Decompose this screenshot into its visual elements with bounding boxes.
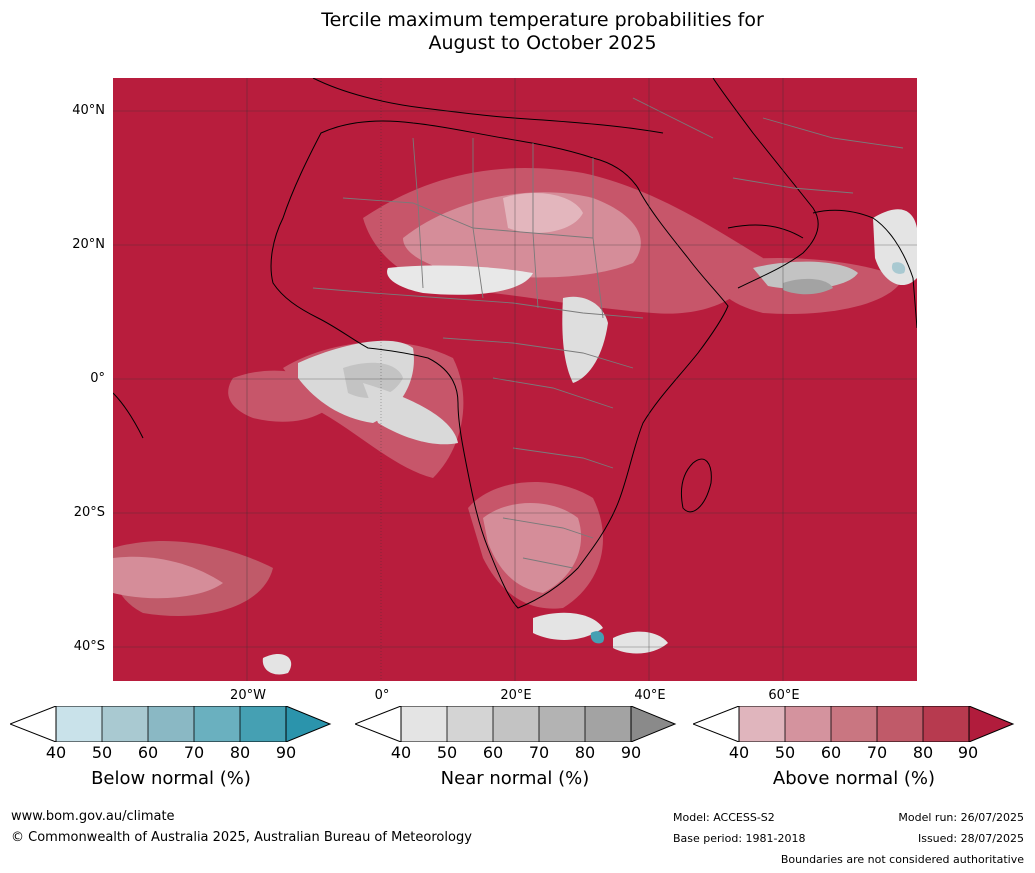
cbar-below-bin-5 xyxy=(240,706,286,742)
forecast-map xyxy=(113,78,917,681)
cbar-near-tick-60: 60 xyxy=(482,743,504,762)
footer-website-link[interactable]: www.bom.gov.au/climate xyxy=(11,809,175,824)
colorbar-above-svg xyxy=(693,706,1015,742)
cbar-above-tick-80: 80 xyxy=(912,743,934,762)
cbar-above-bin-5 xyxy=(923,706,969,742)
colorbar-near-svg xyxy=(355,706,677,742)
lon-label-20w: 20°W xyxy=(230,688,266,703)
footer-model-run: Model run: 26/07/2025 xyxy=(898,811,1024,824)
cbar-near-tick-70: 70 xyxy=(528,743,550,762)
colorbar-below-normal xyxy=(10,706,332,742)
graticule xyxy=(113,78,917,681)
cbar-near-tick-90: 90 xyxy=(620,743,642,762)
footer-issued: Issued: 28/07/2025 xyxy=(917,832,1024,845)
footer-model: Model: ACCESS-S2 xyxy=(673,811,775,824)
lon-label-60e: 60°E xyxy=(768,688,800,703)
cbar-below-label: Below normal (%) xyxy=(91,768,251,789)
cbar-below-high-extend xyxy=(285,706,332,742)
footer-base-period: Base period: 1981-2018 xyxy=(673,832,806,845)
cbar-above-label: Above normal (%) xyxy=(772,768,936,789)
lon-label-0: 0° xyxy=(374,688,390,703)
cbar-below-tick-50: 50 xyxy=(91,743,113,762)
cbar-above-tick-70: 70 xyxy=(866,743,888,762)
cbar-below-tick-60: 60 xyxy=(137,743,159,762)
cbar-above-tick-90: 90 xyxy=(957,743,979,762)
cbar-below-low-extend xyxy=(10,706,57,742)
lon-label-40e: 40°E xyxy=(634,688,666,703)
lat-label-20s: 20°S xyxy=(73,505,105,520)
cbar-below-tick-80: 80 xyxy=(229,743,251,762)
lon-label-20e: 20°E xyxy=(500,688,532,703)
lat-label-20n: 20°N xyxy=(72,237,105,252)
cbar-near-bin-4 xyxy=(539,706,585,742)
colorbar-near-normal xyxy=(355,706,677,742)
cbar-above-bin-1 xyxy=(739,706,785,742)
cbar-above-high-extend xyxy=(968,706,1015,742)
cbar-near-tick-50: 50 xyxy=(436,743,458,762)
cbar-near-label: Near normal (%) xyxy=(440,768,590,789)
chart-title: Tercile maximum temperature probabilitie… xyxy=(0,9,1035,55)
cbar-below-bin-4 xyxy=(194,706,240,742)
cbar-near-bin-5 xyxy=(585,706,631,742)
cbar-near-tick-40: 40 xyxy=(390,743,412,762)
cbar-near-bin-1 xyxy=(401,706,447,742)
footer-copyright: © Commonwealth of Australia 2025, Austra… xyxy=(11,830,472,845)
cbar-above-tick-40: 40 xyxy=(728,743,750,762)
footer-disclaimer: Boundaries are not considered authoritat… xyxy=(780,853,1024,866)
title-line-1: Tercile maximum temperature probabilitie… xyxy=(321,9,764,31)
cbar-below-tick-70: 70 xyxy=(183,743,205,762)
lat-label-40s: 40°S xyxy=(73,639,105,654)
cbar-above-tick-60: 60 xyxy=(820,743,842,762)
cbar-below-tick-90: 90 xyxy=(275,743,297,762)
cbar-above-tick-50: 50 xyxy=(774,743,796,762)
cbar-near-low-extend xyxy=(355,706,402,742)
title-line-2: August to October 2025 xyxy=(428,32,657,54)
cbar-above-low-extend xyxy=(693,706,740,742)
probability-contours-near xyxy=(262,209,917,675)
cbar-near-bin-3 xyxy=(493,706,539,742)
cbar-below-bin-2 xyxy=(102,706,148,742)
cbar-near-high-extend xyxy=(630,706,677,742)
colorbar-below-svg xyxy=(10,706,332,742)
cbar-above-bin-4 xyxy=(877,706,923,742)
map-svg xyxy=(113,78,917,681)
country-boundaries xyxy=(312,97,904,569)
cbar-near-bin-2 xyxy=(447,706,493,742)
cbar-below-bin-1 xyxy=(56,706,102,742)
cbar-below-bin-3 xyxy=(148,706,194,742)
lat-label-40n: 40°N xyxy=(72,103,105,118)
cbar-above-bin-2 xyxy=(785,706,831,742)
colorbar-above-normal xyxy=(693,706,1015,742)
lat-label-equator: 0° xyxy=(90,371,105,386)
cbar-near-tick-80: 80 xyxy=(574,743,596,762)
probability-contours-below xyxy=(590,262,906,644)
cbar-below-tick-40: 40 xyxy=(45,743,67,762)
cbar-above-bin-3 xyxy=(831,706,877,742)
